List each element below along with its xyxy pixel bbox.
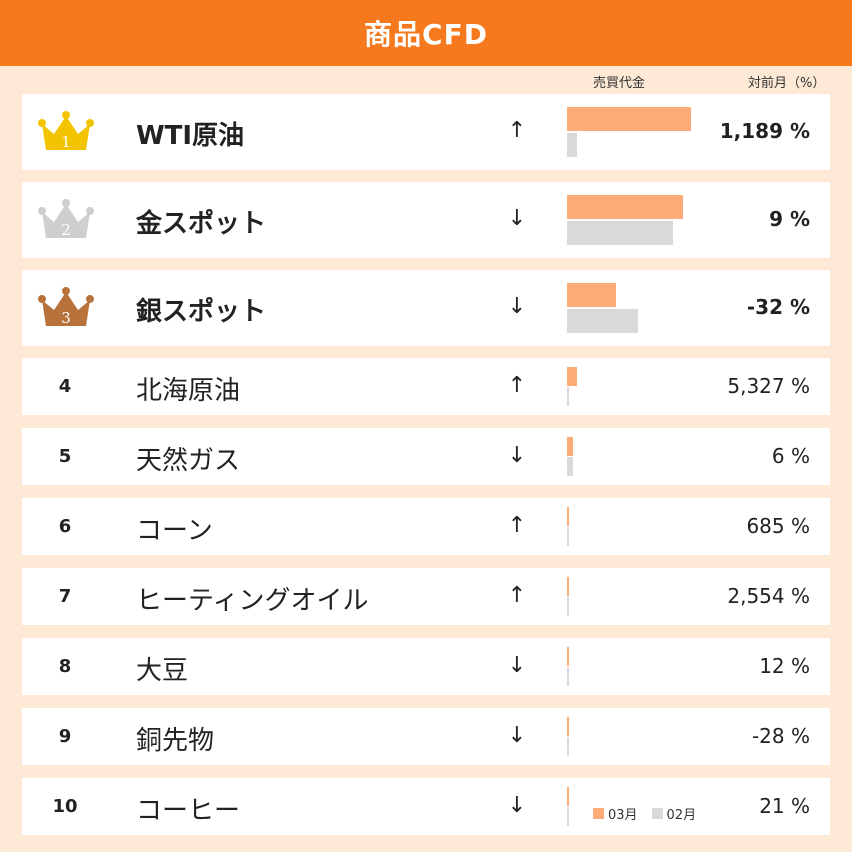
legend-label-current: 03月 xyxy=(608,808,638,823)
ranking-row: 7 ヒーティングオイル ↑ 2,554 % xyxy=(22,568,830,625)
commodity-name: 銀スポット xyxy=(136,297,267,327)
crown-icon: 2 xyxy=(38,199,94,239)
commodity-name: 銅先物 xyxy=(136,725,215,756)
page-header: 商品CFD xyxy=(0,0,852,66)
page-title: 商品CFD xyxy=(364,18,488,51)
bar-previous-month xyxy=(567,807,569,826)
ranking-row: 6 コーン ↑ 685 % xyxy=(22,498,830,555)
rank-number: 1 xyxy=(61,133,71,151)
bar-previous-month xyxy=(567,457,573,476)
rank-number: 3 xyxy=(61,309,71,327)
rank-number: 6 xyxy=(58,515,72,537)
arrow-down-icon: ↓ xyxy=(507,294,527,319)
arrow-down-icon: ↓ xyxy=(507,206,527,231)
crown-icon: 1 xyxy=(38,111,94,151)
commodity-name: 北海原油 xyxy=(136,375,241,406)
bar-current-month xyxy=(567,717,569,736)
commodity-name: コーン xyxy=(136,515,213,546)
bar-previous-month xyxy=(567,387,569,406)
arrow-up-icon: ↑ xyxy=(507,372,527,398)
rank-number: 8 xyxy=(58,655,72,677)
commodity-name: WTI原油 xyxy=(136,121,245,151)
bar-previous-month xyxy=(567,527,569,546)
change-percent: 21 % xyxy=(759,793,810,818)
bar-previous-month xyxy=(567,133,577,157)
change-percent: -32 % xyxy=(746,295,810,319)
arrow-down-icon: ↓ xyxy=(507,652,527,678)
bar-current-month xyxy=(567,577,569,596)
volume-column-header: 売買代金 xyxy=(593,76,646,91)
legend-label-previous: 02月 xyxy=(666,808,697,823)
ranking-row: 4 北海原油 ↑ 5,327 % xyxy=(22,358,830,415)
legend-swatch-previous xyxy=(651,808,663,819)
ranking-row: 8 大豆 ↓ 12 % xyxy=(22,638,830,695)
change-percent: 2,554 % xyxy=(727,583,810,608)
change-percent: 685 % xyxy=(746,513,810,538)
bar-current-month xyxy=(567,507,569,526)
rank-number: 5 xyxy=(58,445,72,467)
change-column-header: 対前月（%） xyxy=(748,76,826,91)
commodity-name: 天然ガス xyxy=(136,445,241,476)
legend-swatch-current xyxy=(593,808,604,819)
arrow-up-icon: ↑ xyxy=(507,118,527,143)
bar-current-month xyxy=(567,367,577,386)
ranking-row: 5 天然ガス ↓ 6 % xyxy=(22,428,830,485)
change-percent: -28 % xyxy=(751,723,810,748)
change-percent: 1,189 % xyxy=(719,119,810,143)
ranking-row: 10 コーヒー ↓ 21 % xyxy=(22,778,830,835)
change-percent: 9 % xyxy=(769,207,810,231)
ranking-row: 3 銀スポット ↓ -32 % xyxy=(22,270,830,346)
change-percent: 6 % xyxy=(771,443,810,468)
arrow-up-icon: ↑ xyxy=(507,582,527,608)
bar-current-month xyxy=(567,107,691,131)
bar-previous-month xyxy=(567,597,569,616)
arrow-up-icon: ↑ xyxy=(507,512,527,538)
bar-previous-month xyxy=(567,221,673,245)
bar-current-month xyxy=(567,195,683,219)
bar-current-month xyxy=(567,283,616,307)
bar-previous-month xyxy=(567,737,569,756)
rank-number: 4 xyxy=(58,375,72,397)
chart-legend: 03月 02月 xyxy=(593,804,696,823)
bar-current-month xyxy=(567,437,573,456)
arrow-down-icon: ↓ xyxy=(507,722,527,748)
bar-current-month xyxy=(567,647,569,666)
rank-number: 10 xyxy=(52,795,78,817)
rank-number: 9 xyxy=(58,725,72,747)
rank-number: 2 xyxy=(61,221,71,239)
bar-current-month xyxy=(567,787,569,806)
ranking-row: 2 金スポット ↓ 9 % xyxy=(22,182,830,258)
change-percent: 5,327 % xyxy=(727,373,810,398)
arrow-down-icon: ↓ xyxy=(507,442,527,468)
bar-previous-month xyxy=(567,667,569,686)
ranking-row: 9 銅先物 ↓ -28 % xyxy=(22,708,830,765)
commodity-name: コーヒー xyxy=(136,795,241,826)
ranking-row: 1 WTI原油 ↑ 1,189 % xyxy=(22,94,830,170)
bar-previous-month xyxy=(567,309,638,333)
change-percent: 12 % xyxy=(759,653,810,678)
commodity-name: ヒーティングオイル xyxy=(136,585,369,616)
arrow-down-icon: ↓ xyxy=(507,792,527,818)
commodity-name: 金スポット xyxy=(136,209,267,239)
rank-number: 7 xyxy=(58,585,72,607)
commodity-name: 大豆 xyxy=(136,655,189,686)
crown-icon: 3 xyxy=(38,287,94,327)
